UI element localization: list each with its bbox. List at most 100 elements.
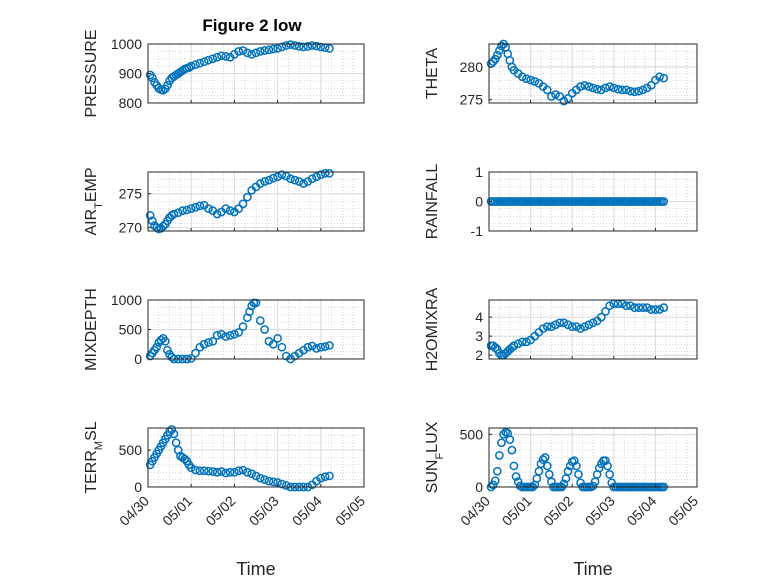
data-point (234, 47, 244, 56)
data-point (642, 303, 652, 312)
y-tick-label: 280 (460, 59, 484, 75)
data-point (281, 41, 291, 50)
data-point (255, 316, 265, 325)
data-point (299, 179, 308, 188)
data-point (234, 204, 244, 213)
y-axis-label: SUNFLUX (424, 421, 446, 493)
data-point (551, 320, 560, 330)
data-point (199, 466, 209, 476)
y-tick-label: 2 (475, 347, 483, 363)
data-point (634, 303, 644, 312)
y-label-main: THETA (424, 48, 441, 100)
y-tick-label: 500 (119, 322, 143, 338)
data-point (299, 42, 308, 52)
data-point (186, 354, 196, 363)
data-point (605, 470, 614, 479)
data-point (320, 169, 330, 178)
data-point (152, 342, 161, 352)
data-point (312, 172, 321, 182)
data-point (574, 470, 583, 479)
data-point (572, 322, 581, 331)
data-point (186, 463, 196, 473)
data-point (492, 50, 502, 60)
data-point (212, 52, 222, 62)
x-tick-label: 05/05 (332, 492, 368, 528)
data-point (547, 477, 556, 487)
data-point (596, 312, 606, 322)
data-point (488, 480, 498, 490)
data-point (495, 348, 504, 358)
plot-area (489, 300, 697, 359)
data-point (208, 336, 218, 346)
y-axis-label: RAINFALL (424, 164, 441, 240)
data-point (307, 341, 317, 351)
data-point (195, 201, 205, 211)
data-point (655, 72, 664, 82)
subplot-8: 0 500 04/30 05/01 05/02 05/03 05/04 05/05 Time SU… (424, 421, 701, 579)
data-point (163, 345, 172, 355)
data-point (609, 83, 619, 93)
data-point (255, 47, 265, 56)
subplot-2: 275 280 THETA (424, 39, 698, 108)
data-point (277, 170, 287, 180)
data-point (212, 331, 222, 340)
data-point (260, 325, 269, 334)
data-point (490, 343, 500, 352)
data-point (217, 51, 226, 61)
data-point (511, 472, 521, 481)
data-point (603, 461, 612, 471)
data-point (320, 342, 330, 351)
data-point (613, 84, 623, 94)
data-point (286, 40, 295, 49)
data-point (325, 341, 334, 350)
data-point (638, 85, 648, 95)
data-point (238, 465, 248, 475)
data-point (320, 472, 330, 482)
data-point (497, 41, 506, 51)
data-point (513, 339, 523, 349)
data-point (547, 322, 556, 331)
data-point (251, 298, 261, 308)
data-point (551, 90, 560, 99)
data-point (655, 305, 664, 314)
data-point (605, 82, 614, 91)
data-point (268, 477, 278, 487)
data-point (517, 72, 527, 82)
data-point (517, 337, 527, 347)
data-point (542, 85, 552, 95)
data-point (277, 42, 287, 52)
data-point (191, 60, 200, 70)
x-tick-label: 05/04 (623, 492, 659, 528)
y-tick-label: 1000 (111, 292, 142, 308)
data-point (646, 80, 656, 90)
axes-box (488, 299, 698, 360)
data-point (559, 318, 569, 328)
data-point (251, 48, 261, 58)
y-tick-label: 1000 (111, 36, 142, 52)
data-point (243, 467, 252, 477)
data-point (507, 343, 517, 352)
y-label-main: TERR (83, 450, 100, 494)
data-point (199, 339, 209, 349)
y-tick-label: 0 (475, 194, 483, 210)
data-point (565, 461, 575, 471)
data-point (212, 209, 222, 219)
y-tick-label: 275 (460, 92, 484, 108)
subplot-3: 270 275 AIRTEMP (83, 167, 365, 236)
data-point (312, 344, 321, 353)
data-point (173, 208, 183, 218)
data-point (238, 199, 248, 209)
x-tick-label: 05/02 (540, 492, 576, 528)
data-point (268, 339, 278, 349)
data-point (225, 331, 235, 340)
x-tick-label: 04/30 (116, 492, 152, 528)
data-point (167, 425, 177, 434)
axes-box (147, 427, 365, 488)
y-tick-label: 0 (134, 479, 142, 495)
data-point (225, 467, 235, 477)
data-point (572, 461, 581, 471)
data-point (646, 305, 656, 314)
x-tick-label: 05/03 (246, 492, 282, 528)
y-axis-label: AIRTEMP (83, 167, 105, 235)
data-point (243, 48, 252, 58)
